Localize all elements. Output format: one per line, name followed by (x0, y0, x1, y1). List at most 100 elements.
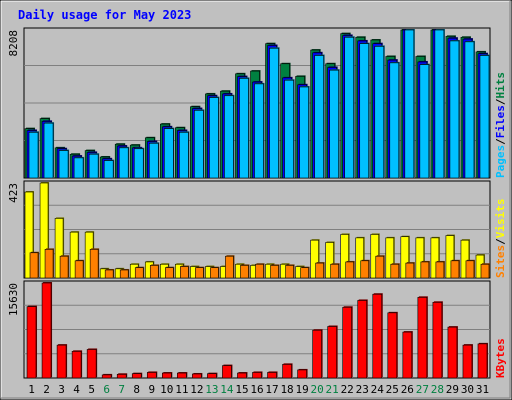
legend-sites: Sites (494, 245, 507, 278)
bar-sites-day-23 (360, 260, 370, 279)
bar-visits-day-25 (385, 237, 395, 279)
day-label-12: 12 (190, 383, 203, 396)
day-label-25: 25 (386, 383, 399, 396)
bar-visits-day-28 (430, 237, 440, 279)
bar-pages-day-9 (148, 142, 159, 179)
side-legend-visits-sites: Sites/Visits (494, 199, 507, 279)
bar-kbytes-day-15 (237, 372, 247, 379)
bar-sites-day-22 (345, 261, 354, 279)
panel-kbytes: 15630 KBytes (7, 280, 507, 379)
bar-sites-day-21 (330, 263, 339, 279)
bar-kbytes-day-13 (207, 373, 217, 379)
day-label-13: 13 (205, 383, 218, 396)
bar-sites-day-18 (285, 265, 294, 279)
bar-pages-day-26 (404, 29, 415, 179)
bar-visits-day-1 (24, 191, 34, 279)
legend-kbytes: KBytes (494, 338, 507, 378)
side-legend-kbytes: KBytes (494, 338, 507, 378)
bar-kbytes-day-1 (26, 306, 37, 379)
bar-sites-day-19 (300, 267, 309, 279)
day-label-4: 4 (73, 383, 80, 396)
chart-panels: 8208Pages/Files/Hits423Sites/Visits15630… (7, 27, 507, 396)
day-label-22: 22 (341, 383, 354, 396)
bar-sites-day-25 (390, 263, 400, 279)
bar-visits-day-26 (400, 236, 410, 279)
bar-pages-day-7 (118, 147, 129, 179)
bar-sites-day-8 (134, 267, 144, 279)
legend-pages: Pages (494, 145, 507, 178)
bar-kbytes-day-2 (41, 282, 52, 379)
bar-pages-day-4 (73, 157, 84, 179)
bar-kbytes-day-23 (357, 300, 368, 379)
bar-kbytes-day-9 (146, 372, 157, 379)
bar-pages-day-30 (464, 41, 475, 179)
day-label-10: 10 (160, 383, 173, 396)
bar-sites-day-13 (210, 267, 219, 279)
day-label-31: 31 (476, 383, 489, 396)
bar-pages-day-15 (239, 78, 249, 179)
day-label-6: 6 (103, 383, 110, 396)
bar-sites-day-4 (74, 260, 84, 279)
bar-pages-day-3 (58, 150, 69, 179)
bar-kbytes-day-24 (372, 293, 383, 379)
bar-kbytes-day-18 (282, 364, 292, 379)
bar-sites-day-17 (270, 265, 279, 279)
bar-pages-day-5 (88, 153, 99, 179)
bar-sites-day-1 (29, 252, 39, 279)
side-legend-hits-files-pages: Pages/Files/Hits (494, 72, 507, 178)
bar-visits-day-29 (445, 235, 455, 279)
bar-kbytes-day-21 (327, 326, 337, 379)
bar-pages-day-23 (359, 43, 370, 179)
bar-kbytes-day-25 (387, 312, 398, 379)
day-label-9: 9 (148, 383, 155, 396)
day-label-14: 14 (220, 383, 234, 396)
bar-kbytes-day-3 (56, 344, 67, 379)
day-label-16: 16 (250, 383, 263, 396)
bar-sites-day-15 (240, 265, 249, 279)
bar-visits-day-22 (340, 234, 349, 279)
bar-pages-day-18 (284, 79, 294, 179)
bar-sites-day-6 (104, 269, 114, 279)
legend-files: Files (494, 105, 507, 138)
day-label-11: 11 (175, 383, 188, 396)
bar-pages-day-19 (299, 86, 309, 179)
bar-kbytes-day-19 (297, 369, 307, 379)
bar-kbytes-day-20 (312, 329, 322, 379)
day-label-15: 15 (235, 383, 248, 396)
day-label-1: 1 (28, 383, 35, 396)
bar-sites-day-29 (450, 260, 460, 279)
bar-kbytes-day-22 (342, 306, 352, 379)
bar-pages-day-29 (449, 40, 460, 179)
bar-kbytes-day-4 (71, 351, 82, 379)
bar-pages-day-24 (374, 46, 385, 179)
bar-pages-day-27 (419, 64, 430, 179)
day-label-2: 2 (43, 383, 50, 396)
day-label-3: 3 (58, 383, 65, 396)
day-label-18: 18 (280, 383, 293, 396)
y-max-label: 15630 (7, 283, 20, 316)
legend-hits: Hits (494, 72, 507, 99)
bar-pages-day-1 (28, 132, 39, 179)
bar-kbytes-day-30 (462, 344, 473, 379)
bar-visits-day-23 (355, 237, 365, 279)
bar-pages-day-17 (269, 47, 279, 179)
bar-sites-day-24 (375, 255, 385, 279)
day-label-20: 20 (311, 383, 324, 396)
bar-pages-day-31 (479, 55, 490, 179)
bar-pages-day-20 (314, 55, 324, 179)
bar-pages-day-21 (329, 69, 339, 179)
bar-pages-day-12 (194, 110, 204, 179)
bar-pages-day-28 (434, 29, 445, 179)
bar-kbytes-day-10 (162, 372, 172, 379)
bar-kbytes-day-16 (252, 372, 262, 379)
bar-sites-day-7 (119, 269, 129, 279)
legend-separator: / (494, 138, 507, 145)
bar-sites-day-9 (149, 265, 159, 279)
chart-title: Daily usage for May 2023 (18, 8, 191, 22)
bar-pages-day-2 (43, 122, 54, 179)
bar-kbytes-day-29 (447, 326, 458, 379)
bar-sites-day-27 (420, 261, 430, 279)
day-label-21: 21 (326, 383, 339, 396)
